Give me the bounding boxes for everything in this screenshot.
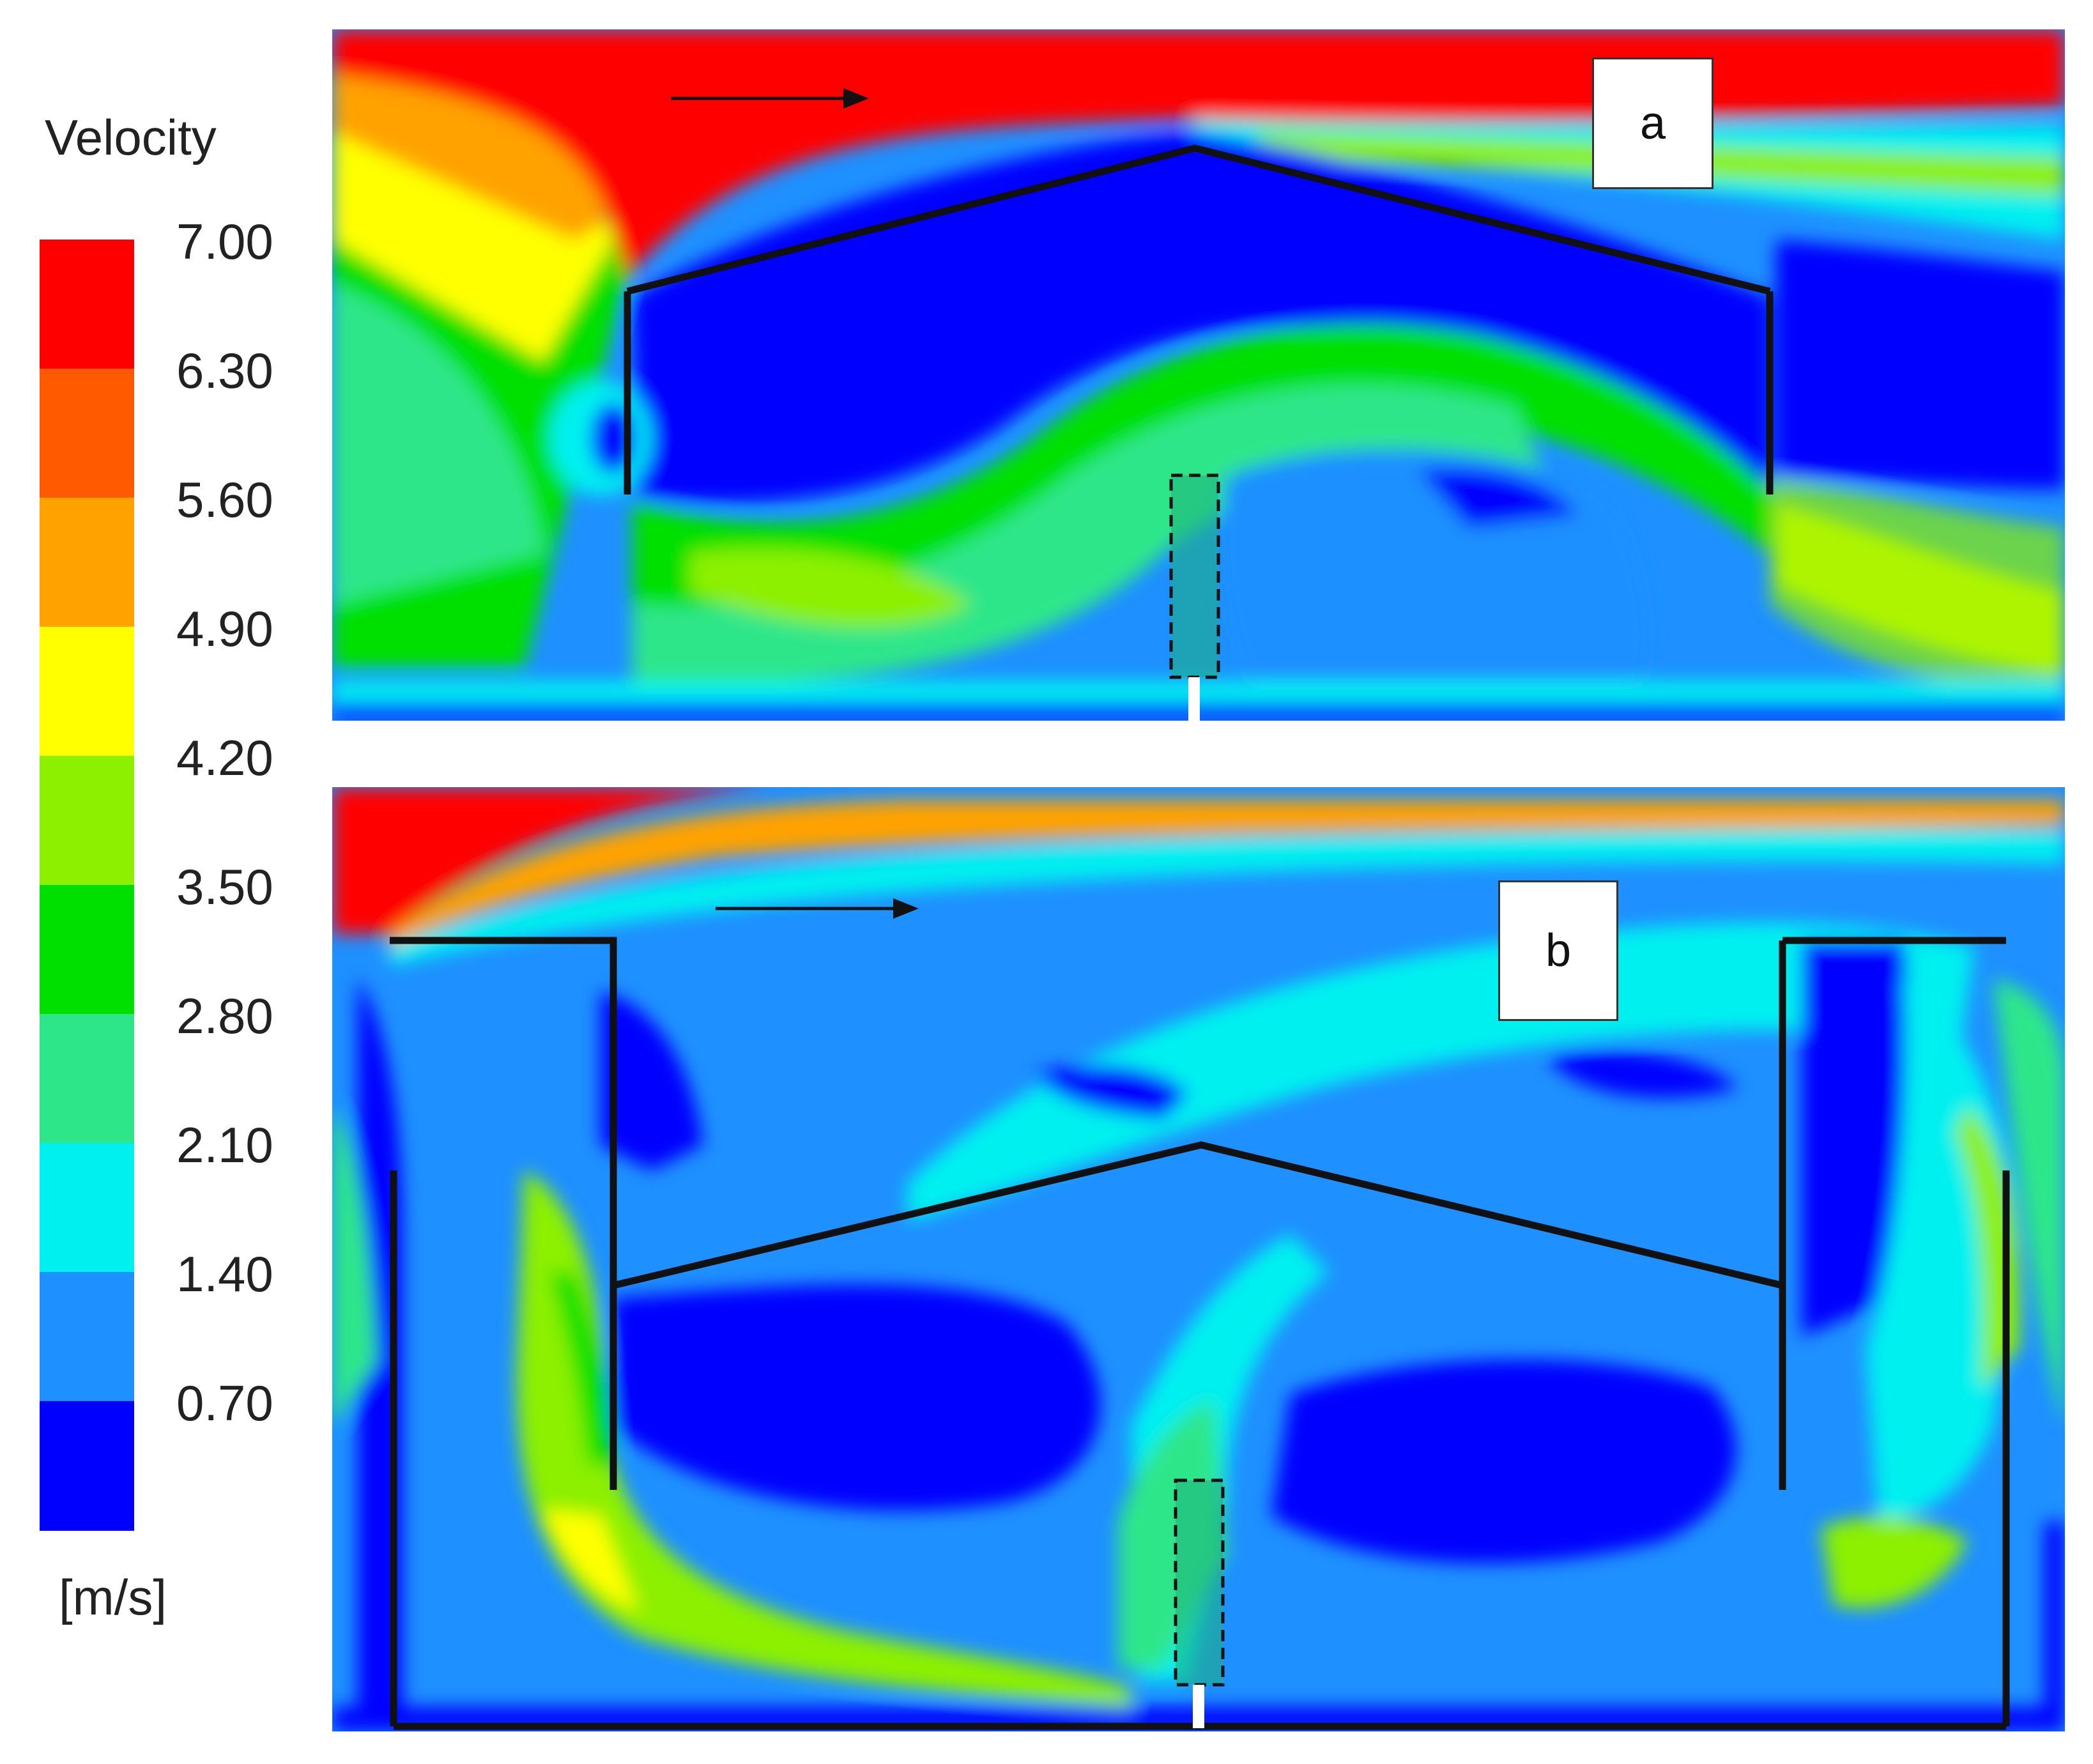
dashed-region-b bbox=[1174, 1478, 1225, 1687]
color-band bbox=[40, 240, 134, 369]
color-scale-tick-label: 2.80 bbox=[176, 988, 273, 1044]
color-scale-tick-label: 6.30 bbox=[176, 342, 273, 399]
building-outline-b bbox=[390, 937, 2010, 1730]
trunk-a bbox=[1188, 677, 1200, 721]
color-band bbox=[40, 1014, 134, 1144]
contour-panel-b bbox=[332, 787, 2065, 1731]
trunk-b bbox=[1193, 1685, 1204, 1728]
color-scale-tick-label: 7.00 bbox=[176, 213, 273, 270]
legend-title: Velocity bbox=[45, 109, 217, 165]
color-scale-tick-label: 3.50 bbox=[176, 859, 273, 915]
panel-label-a: a bbox=[1592, 58, 1713, 189]
color-band bbox=[40, 885, 134, 1015]
building-outline-a bbox=[624, 144, 1774, 495]
legend-unit: [m/s] bbox=[59, 1569, 167, 1625]
color-band bbox=[40, 627, 134, 756]
color-band bbox=[40, 756, 134, 886]
color-scale-tick-label: 4.20 bbox=[176, 730, 273, 786]
panel-label-b: b bbox=[1498, 880, 1618, 1021]
color-band bbox=[40, 369, 134, 498]
color-scale-tick-label: 0.70 bbox=[176, 1375, 273, 1431]
color-scale-tick-label: 2.10 bbox=[176, 1117, 273, 1173]
flow-direction-arrow-a bbox=[671, 88, 869, 109]
color-scale-bar bbox=[40, 240, 134, 1531]
color-band bbox=[40, 1401, 134, 1531]
color-scale-tick-label: 1.40 bbox=[176, 1246, 273, 1302]
color-band bbox=[40, 1272, 134, 1402]
color-scale-tick-label: 4.90 bbox=[176, 601, 273, 657]
color-band bbox=[40, 1143, 134, 1273]
dashed-region-a bbox=[1169, 473, 1220, 679]
color-scale-tick-label: 5.60 bbox=[176, 472, 273, 528]
color-band bbox=[40, 498, 134, 627]
contour-panel-a bbox=[332, 29, 2065, 721]
flow-direction-arrow-b bbox=[716, 898, 919, 919]
